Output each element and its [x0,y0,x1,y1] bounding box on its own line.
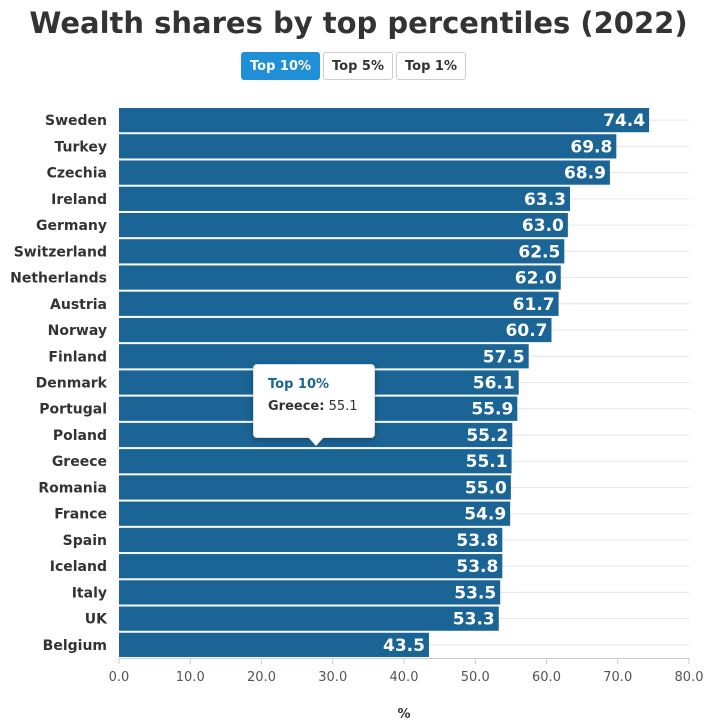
category-label: Turkey [55,139,107,155]
data-label: 54.9 [464,505,506,525]
bar [119,134,617,159]
category-label: Austria [50,297,107,313]
bar [119,606,499,631]
bar [119,475,511,500]
category-label: Italy [72,585,107,601]
data-label: 53.3 [453,610,495,630]
data-label: 74.4 [603,111,645,131]
chart-title: Wealth shares by top percentiles (2022) [29,6,688,40]
category-label: Switzerland [14,244,107,260]
bar [119,317,552,343]
x-tick-label: 70.0 [603,670,632,685]
tooltip-series: Top 10% [268,377,330,392]
x-tick-label: 0.0 [109,670,130,685]
category-label: Spain [63,533,107,549]
category-label: UK [85,612,108,628]
category-label: Romania [38,480,107,496]
category-label: Iceland [50,559,107,575]
bar [119,501,511,526]
x-tick-label: 20.0 [247,670,276,685]
bar [119,108,650,133]
percentile-tabs: Top 10% Top 5% Top 1% [241,52,466,80]
data-label: 55.1 [466,452,508,472]
bar [119,212,568,238]
data-label: 57.5 [483,347,525,367]
category-label: Ireland [51,192,107,208]
data-label: 56.1 [473,374,515,394]
bar [119,632,429,657]
bar [119,449,512,474]
category-label: Germany [36,218,107,234]
category-label: Netherlands [10,271,107,287]
tooltip-row: Greece: 55.1 [268,399,360,414]
x-tick-label: 30.0 [318,670,347,685]
data-label: 68.9 [564,164,606,184]
category-label: Norway [48,323,107,339]
data-label: 53.8 [456,557,498,577]
category-label: Sweden [45,113,107,129]
tab-top-10[interactable]: Top 10% [241,52,321,80]
data-label: 55.9 [471,400,513,420]
tab-top-5[interactable]: Top 5% [323,52,394,80]
bar [119,554,503,579]
data-label: 60.7 [506,321,548,341]
category-label: Greece [52,454,107,470]
x-tick-label: 60.0 [532,670,561,685]
bar [119,527,503,553]
category-label: Denmark [36,376,108,392]
bar [119,580,501,605]
x-tick-label: 80.0 [675,670,704,685]
data-label: 53.8 [456,531,498,551]
category-label: Poland [53,428,107,444]
data-label: 63.0 [522,216,564,236]
data-label: 62.5 [518,242,560,262]
tooltip: Top 10% Greece: 55.1 [253,364,375,446]
data-label: 55.2 [466,426,508,446]
bar [119,291,559,316]
data-label: 61.7 [513,295,555,315]
tooltip-label: Greece: [268,399,325,414]
bar [119,265,561,290]
data-label: 63.3 [524,190,566,210]
bar [119,239,565,264]
bar [119,186,571,211]
category-label: Belgium [43,638,107,654]
tooltip-value: 55.1 [328,399,358,414]
data-label: 53.5 [454,583,496,603]
data-label: 69.8 [570,137,612,157]
category-label: Czechia [47,166,107,182]
data-label: 43.5 [383,636,425,656]
x-tick-label: 10.0 [176,670,205,685]
x-tick-label: 50.0 [461,670,490,685]
data-label: 62.0 [515,269,557,289]
category-label: France [54,507,107,523]
x-tick-label: 40.0 [390,670,419,685]
tab-top-1[interactable]: Top 1% [396,52,466,80]
category-label: Portugal [39,402,107,418]
category-label: Finland [48,349,107,365]
bar [119,160,610,185]
data-label: 55.0 [465,478,507,498]
x-axis-title: % [397,707,410,721]
